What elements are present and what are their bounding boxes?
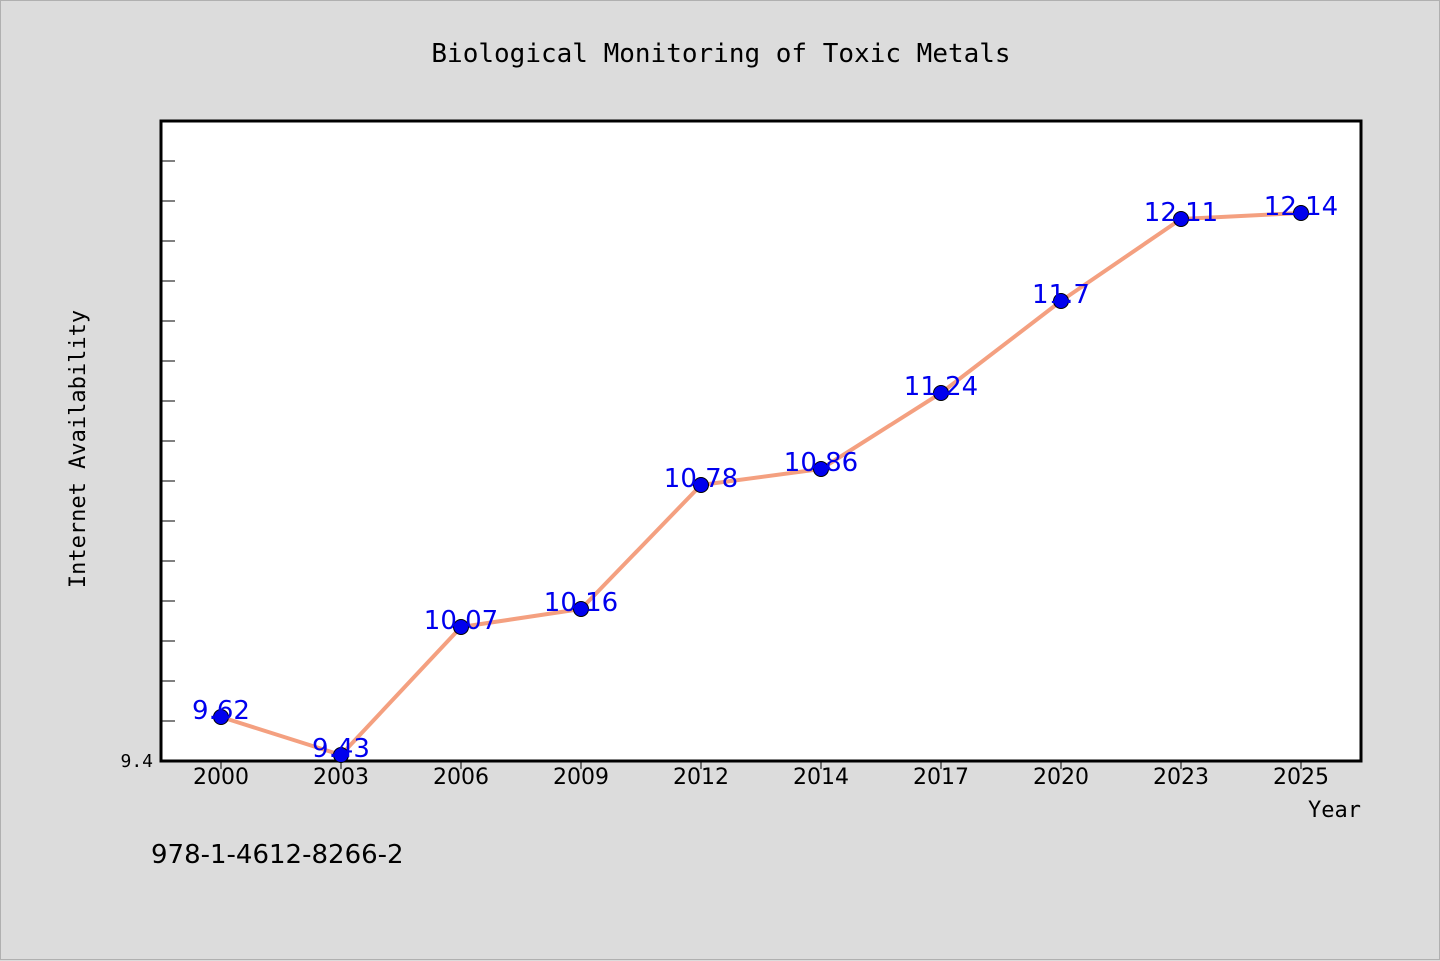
x-tick-label: 2003 <box>313 765 369 790</box>
data-point <box>1173 211 1189 227</box>
x-axis-label: Year <box>1308 798 1361 823</box>
data-point <box>693 477 709 493</box>
x-axis-ticks: 2000 2003 2006 2009 2012 2014 2017 2020 2023 2025 <box>193 761 1329 790</box>
data-point <box>1293 205 1309 221</box>
series-line <box>220 211 1302 757</box>
data-label: 10.07 <box>424 606 498 636</box>
series-group <box>213 205 1309 763</box>
data-label: 9.62 <box>192 696 250 726</box>
plot-area <box>159 119 1363 763</box>
data-label: 11.24 <box>904 372 978 402</box>
footer-isbn: 978-1-4612-8266-2 <box>151 840 404 870</box>
data-label: 9.43 <box>312 734 370 764</box>
x-tick-label: 2023 <box>1153 765 1209 790</box>
data-point <box>453 619 469 635</box>
chart-title: Biological Monitoring of Toxic Metals <box>431 39 1010 69</box>
data-point <box>213 709 229 725</box>
data-point <box>813 461 829 477</box>
data-point <box>1053 293 1069 309</box>
data-label: 11.7 <box>1032 280 1090 310</box>
data-label: 10.16 <box>544 588 618 618</box>
data-label: 10.78 <box>664 464 738 494</box>
x-tick-label: 2025 <box>1273 765 1329 790</box>
x-tick-label: 2006 <box>433 765 489 790</box>
x-tick-label: 2020 <box>1033 765 1089 790</box>
data-labels: 9.62 9.43 10.07 10.16 10.78 10.86 11.24 11.7 12.… <box>192 192 1338 764</box>
data-point <box>573 601 589 617</box>
data-label: 12.11 <box>1144 198 1218 228</box>
y-tick-label: 9.4 <box>120 751 153 772</box>
data-label: 12.14 <box>1264 192 1338 222</box>
x-tick-label: 2000 <box>193 765 249 790</box>
x-tick-label: 2014 <box>793 765 849 790</box>
data-label: 10.86 <box>784 448 858 478</box>
data-point <box>333 747 349 763</box>
y-axis-label: Internet Availability <box>66 310 91 588</box>
x-tick-label: 2017 <box>913 765 969 790</box>
x-tick-label: 2009 <box>553 765 609 790</box>
data-point <box>933 385 949 401</box>
y-axis-ticks: 9.4 <box>120 120 175 772</box>
x-tick-label: 2012 <box>673 765 729 790</box>
